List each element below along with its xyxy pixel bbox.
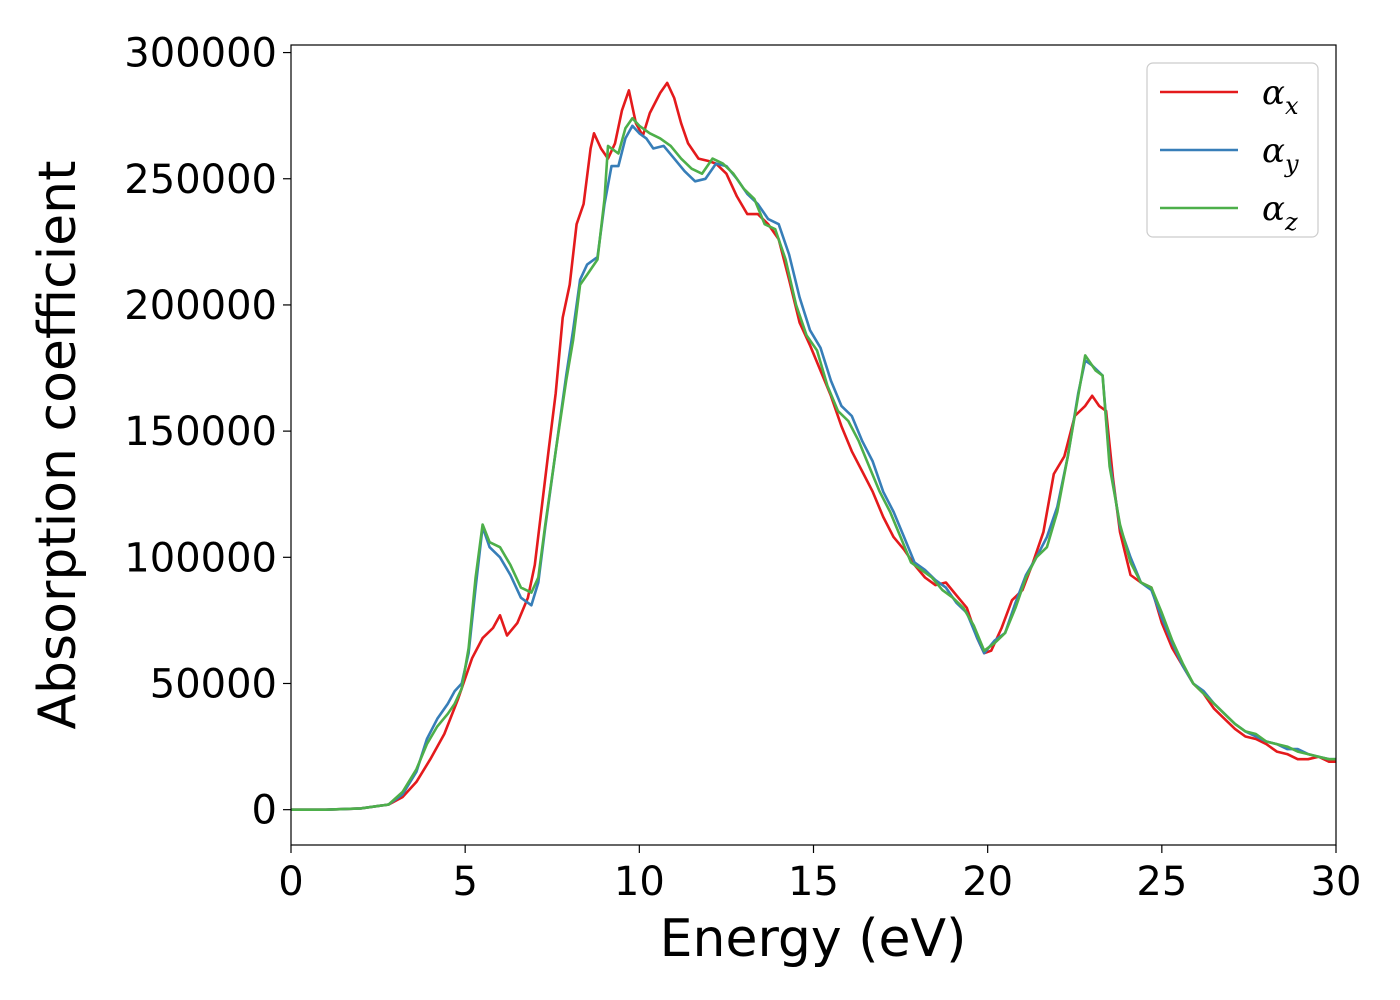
y-tick-label: 300000: [124, 31, 277, 77]
legend-label-z: αz: [1262, 189, 1298, 236]
y-tick-label: 200000: [124, 283, 277, 329]
y-tick-label: 250000: [124, 157, 277, 203]
legend: αx αy αz: [1146, 62, 1319, 238]
x-tick-label: 20: [962, 859, 1013, 905]
x-axis-ticks: 0 5 10 15 20 25 30: [278, 845, 1361, 905]
x-tick-label: 15: [788, 859, 839, 905]
x-axis-title: Energy (eV): [660, 909, 967, 969]
x-tick-label: 30: [1311, 859, 1362, 905]
y-axis-title: Absorption coefficient: [28, 160, 88, 729]
legend-label-y: αy: [1262, 131, 1299, 178]
y-tick-label: 150000: [124, 409, 277, 455]
series-line-z: [291, 116, 1336, 811]
x-tick-label: 10: [614, 859, 665, 905]
x-tick-label: 5: [452, 859, 477, 905]
y-tick-label: 100000: [124, 535, 277, 581]
legend-label-x: αx: [1262, 73, 1299, 120]
series-line-y: [291, 124, 1336, 811]
x-tick-label: 0: [278, 859, 303, 905]
plot-lines: [291, 81, 1336, 811]
y-axis-ticks: 0 50000 100000 150000 200000 250000 300000: [124, 31, 291, 834]
y-tick-label: 50000: [150, 661, 277, 707]
y-tick-label: 0: [252, 788, 277, 834]
x-tick-label: 25: [1136, 859, 1187, 905]
